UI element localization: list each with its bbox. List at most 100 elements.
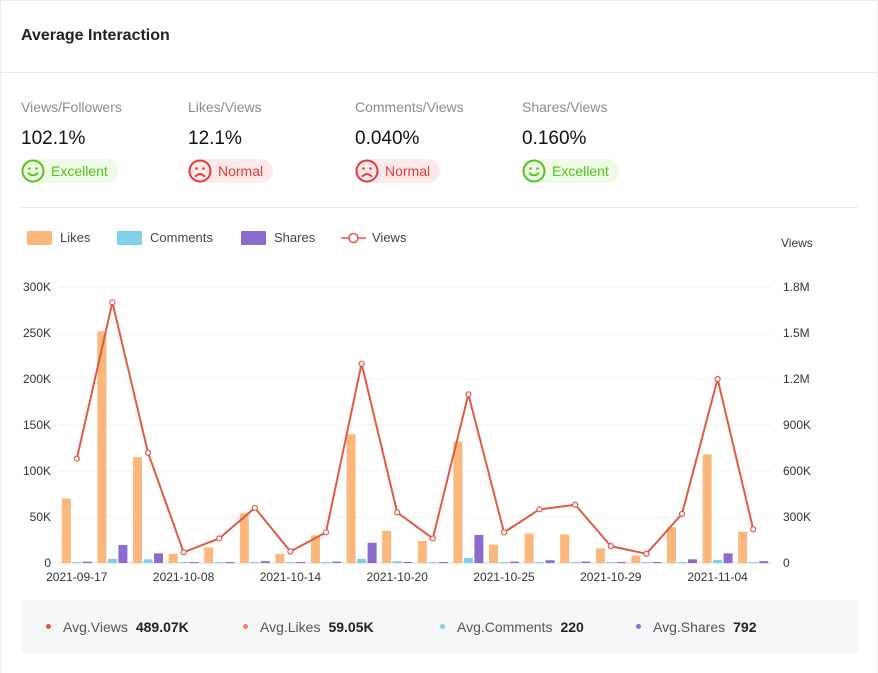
bar-shares	[545, 560, 555, 563]
bar-comments	[392, 561, 402, 563]
bar-shares	[118, 545, 128, 563]
bar-shares	[296, 562, 306, 563]
bar-shares	[260, 561, 270, 563]
legend-item-views[interactable]: Views	[341, 230, 406, 245]
bar-shares	[154, 553, 163, 563]
bar-likes	[417, 540, 427, 563]
summary-avg-views: Avg.Views 489.07K	[46, 600, 189, 653]
y2-tick-label: 0	[783, 556, 790, 570]
x-tick-label: 2021-10-29	[580, 570, 642, 584]
bar-likes	[346, 434, 356, 563]
summary-dot	[440, 624, 445, 629]
metric-label: Likes/Views	[188, 99, 262, 115]
bar-shares	[82, 561, 92, 563]
views-point	[536, 506, 543, 513]
sad-face-icon	[355, 159, 379, 183]
sad-face-icon	[188, 159, 212, 183]
bar-shares	[367, 542, 377, 563]
status-text: Normal	[218, 163, 264, 179]
views-point	[216, 535, 223, 542]
legend-swatch	[27, 230, 52, 245]
y-tick-label: 50K	[30, 510, 51, 524]
metric-label: Shares/Views	[522, 99, 608, 115]
bar-comments	[570, 562, 580, 563]
views-point	[287, 548, 294, 555]
bar-shares	[581, 561, 591, 563]
legend-item-shares[interactable]: Shares	[241, 230, 315, 245]
bar-likes	[61, 498, 71, 563]
views-point	[180, 549, 187, 556]
x-tick-label: 2021-10-20	[367, 570, 429, 584]
card-title: Average Interaction	[21, 27, 170, 44]
bar-shares	[723, 553, 733, 563]
bar-comments	[179, 562, 189, 563]
bar-likes	[667, 527, 676, 563]
title-divider	[1, 72, 878, 73]
status-badge: Normal	[355, 159, 441, 183]
metrics-divider	[21, 207, 858, 208]
legend-item-likes[interactable]: Likes	[27, 230, 90, 245]
bar-likes	[97, 331, 107, 563]
views-point	[109, 299, 116, 306]
metric-views-followers: Views/Followers 102.1% Excellent	[21, 97, 181, 188]
bar-shares	[189, 562, 199, 563]
metric-value: 12.1%	[188, 128, 242, 149]
bar-comments	[285, 562, 295, 563]
views-line	[75, 301, 755, 555]
views-point	[750, 526, 757, 533]
bar-likes	[275, 553, 285, 563]
interaction-chart: 0 0 50K 300K 100K 600K 150K 900K 200K 1.2M 250K 1.5…	[23, 280, 811, 584]
status-badge: Normal	[188, 159, 274, 183]
bar-likes	[738, 531, 748, 563]
bar-likes	[489, 544, 498, 563]
y2-tick-label: 1.2M	[783, 372, 810, 386]
bar-likes	[168, 553, 178, 563]
bar-comments	[463, 557, 473, 563]
x-tick-label: 2021-09-17	[46, 570, 108, 584]
metric-value: 102.1%	[21, 128, 86, 149]
legend-label: Views	[372, 230, 407, 245]
bar-comments	[499, 562, 509, 563]
bar-shares	[438, 562, 448, 563]
bar-likes	[453, 441, 463, 563]
legend-swatch	[117, 230, 142, 245]
metric-likes-views: Likes/Views 12.1% Normal	[188, 97, 348, 188]
legend-swatch	[241, 230, 266, 245]
views-point	[643, 550, 650, 557]
views-point	[714, 375, 721, 383]
bar-comments	[72, 562, 82, 563]
bar-likes	[382, 530, 392, 563]
summary-avg-shares: Avg.Shares 792	[636, 600, 756, 653]
bar-shares	[688, 559, 697, 563]
legend-label: Comments	[150, 230, 213, 245]
summary-value: 489.07K	[135, 618, 189, 635]
y-tick-label: 100K	[23, 464, 51, 478]
bar-comments	[357, 558, 367, 563]
status-badge: Excellent	[21, 159, 118, 183]
views-point	[465, 391, 472, 398]
bar-shares	[759, 561, 769, 563]
metric-shares-views: Shares/Views 0.160% Excellent	[522, 97, 682, 188]
summary-value: 792	[733, 618, 757, 635]
views-point	[251, 504, 258, 511]
status-text: Excellent	[51, 163, 108, 179]
y-tick-label: 200K	[23, 372, 51, 386]
x-tick-label: 2021-10-14	[260, 570, 322, 584]
x-tick-label: 2021-10-25	[473, 570, 535, 584]
summary-value: 220	[560, 618, 584, 635]
metric-comments-views: Comments/Views 0.040% Normal	[355, 97, 515, 188]
metric-value: 0.040%	[355, 128, 420, 149]
legend-item-comments[interactable]: Comments	[117, 230, 213, 245]
summary-avg-comments: Avg.Comments 220	[440, 600, 584, 653]
smile-face-icon	[522, 159, 546, 183]
summary-label: Avg.Shares	[653, 618, 726, 635]
metric-value: 0.160%	[522, 128, 587, 149]
views-point	[500, 529, 508, 536]
bar-shares	[616, 562, 626, 563]
summary-label: Avg.Comments	[457, 618, 553, 635]
bar-shares	[474, 534, 484, 563]
bar-likes	[702, 454, 712, 563]
metric-label: Comments/Views	[355, 99, 464, 115]
bar-comments	[321, 562, 331, 563]
bar-likes	[204, 547, 214, 563]
